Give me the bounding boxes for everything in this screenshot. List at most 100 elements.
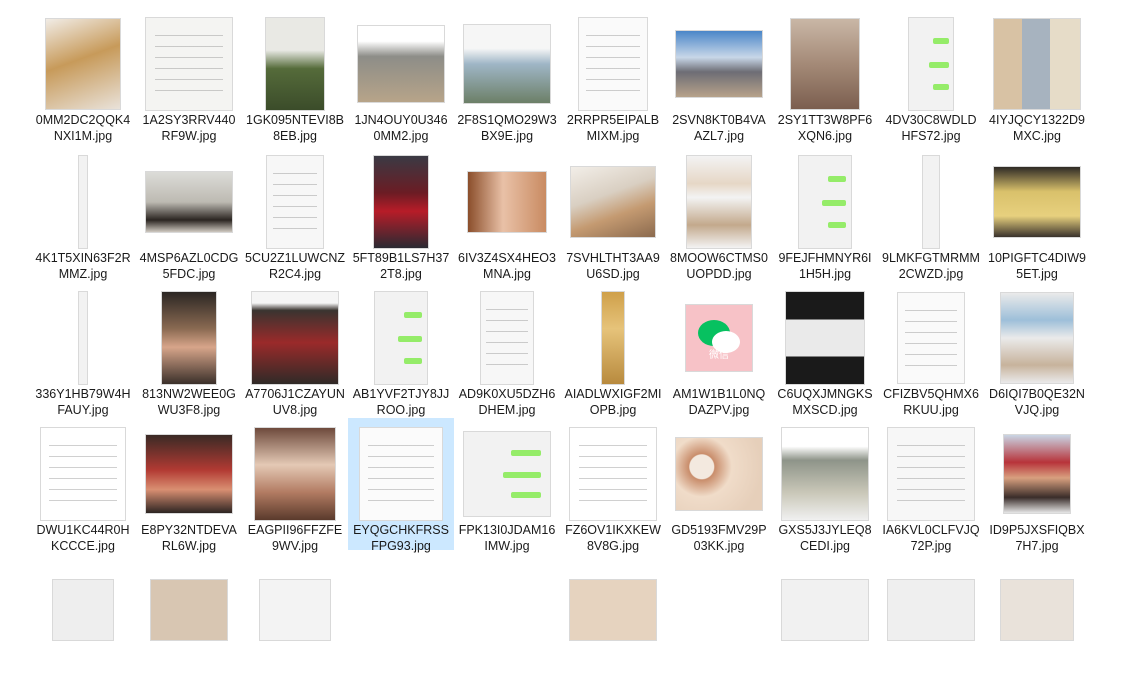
file-item[interactable] xyxy=(560,554,666,686)
image-preview xyxy=(579,18,647,110)
file-name: D6IQI7B0QE32NVJQ.jpg xyxy=(989,387,1085,417)
file-item[interactable]: 1GK095NTEVI8B8EB.jpg xyxy=(242,8,348,143)
file-item[interactable]: FZ6OV1IKXKEW8V8G.jpg xyxy=(560,418,666,553)
image-preview xyxy=(786,292,864,384)
file-name: GXS5J3JYLEQ8CEDI.jpg xyxy=(778,523,872,553)
file-item[interactable]: 6IV3Z4SX4HEO3MNA.jpg xyxy=(454,146,560,281)
file-name: DWU1KC44R0HKCCCE.jpg xyxy=(36,523,130,553)
file-item[interactable]: 1JN4OUY0U3460MM2.jpg xyxy=(348,8,454,143)
image-preview xyxy=(375,292,427,384)
file-item[interactable]: 2SVN8KT0B4VAAZL7.jpg xyxy=(666,8,772,143)
file-item[interactable]: 4DV30C8WDLDHFS72.jpg xyxy=(878,8,984,143)
file-item[interactable]: GD5193FMV29P03KK.jpg xyxy=(666,418,772,553)
file-item[interactable]: DWU1KC44R0HKCCCE.jpg xyxy=(30,418,136,553)
file-item[interactable]: 2F8S1QMO29W3BX9E.jpg xyxy=(454,8,560,143)
file-item[interactable]: D6IQI7B0QE32NVJQ.jpg xyxy=(984,282,1090,417)
image-preview xyxy=(570,580,656,640)
file-item[interactable]: AB1YVF2TJY8JJROO.jpg xyxy=(348,282,454,417)
file-name: 5FT89B1LS7H372T8.jpg xyxy=(352,251,450,281)
file-item[interactable]: 10PIGFTC4DIW95ET.jpg xyxy=(984,146,1090,281)
file-item[interactable]: 2SY1TT3W8PF6XQN6.jpg xyxy=(772,8,878,143)
image-preview xyxy=(571,167,655,237)
file-thumbnail xyxy=(772,426,878,522)
file-thumbnail xyxy=(666,426,772,522)
text-lines-preview xyxy=(368,439,434,509)
chat-bubble-preview xyxy=(403,358,422,364)
file-name: 2SY1TT3W8PF6XQN6.jpg xyxy=(777,113,873,143)
file-item[interactable]: 8MOOW6CTMS0UOPDD.jpg xyxy=(666,146,772,281)
text-lines-preview xyxy=(154,29,224,99)
file-item[interactable]: EYQGCHKFRSSFPG93.jpg xyxy=(348,418,454,553)
file-thumbnail xyxy=(30,16,136,112)
file-name: EAGPII96FFZFE9WV.jpg xyxy=(247,523,343,553)
file-item[interactable]: 微信 AM1W1B1L0NQDAZPV.jpg xyxy=(666,282,772,417)
file-item[interactable] xyxy=(242,554,348,686)
file-item[interactable]: 5FT89B1LS7H372T8.jpg xyxy=(348,146,454,281)
file-item[interactable]: 813NW2WEE0GWU3F8.jpg xyxy=(136,282,242,417)
chat-bubble-preview xyxy=(502,472,542,478)
file-thumbnail xyxy=(136,562,242,658)
image-preview xyxy=(46,19,120,109)
file-name: C6UQXJMNGKSMXSCD.jpg xyxy=(777,387,873,417)
file-item[interactable] xyxy=(772,554,878,686)
image-preview xyxy=(267,156,323,248)
file-item[interactable] xyxy=(30,554,136,686)
image-preview xyxy=(146,172,232,232)
image-preview xyxy=(464,25,550,103)
image-preview xyxy=(888,580,974,640)
file-item[interactable]: 9LMKFGTMRMM2CWZD.jpg xyxy=(878,146,984,281)
file-name: CFIZBV5QHMX6RKUU.jpg xyxy=(883,387,979,417)
image-preview xyxy=(676,438,762,510)
file-item[interactable]: CFIZBV5QHMX6RKUU.jpg xyxy=(878,282,984,417)
file-thumbnail xyxy=(878,154,984,250)
file-item[interactable]: 9FEJFHMNYR6I1H5H.jpg xyxy=(772,146,878,281)
file-item[interactable] xyxy=(878,554,984,686)
file-thumbnail xyxy=(136,426,242,522)
file-thumbnail xyxy=(136,290,242,386)
file-item[interactable]: 4K1T5XIN63F2RMMZ.jpg xyxy=(30,146,136,281)
file-thumbnail xyxy=(242,562,348,658)
chat-bubble-preview xyxy=(827,176,846,182)
file-thumbnail xyxy=(454,290,560,386)
file-item[interactable]: AD9K0XU5DZH6DHEM.jpg xyxy=(454,282,560,417)
file-item[interactable]: E8PY32NTDEVARL6W.jpg xyxy=(136,418,242,553)
file-item[interactable] xyxy=(984,554,1090,686)
image-preview xyxy=(260,580,330,640)
image-preview xyxy=(266,18,324,110)
image-preview xyxy=(994,167,1080,237)
image-preview xyxy=(79,156,87,248)
file-item[interactable] xyxy=(136,554,242,686)
file-item[interactable]: 5CU2Z1LUWCNZR2C4.jpg xyxy=(242,146,348,281)
file-thumbnail xyxy=(242,426,348,522)
file-item[interactable]: 336Y1HB79W4HFAUY.jpg xyxy=(30,282,136,417)
file-name: 5CU2Z1LUWCNZR2C4.jpg xyxy=(245,251,346,281)
file-name: ID9P5JXSFIQBX7H7.jpg xyxy=(989,523,1085,553)
chat-bubble-preview xyxy=(511,450,542,456)
file-item[interactable]: IA6KVL0CLFVJQ72P.jpg xyxy=(878,418,984,553)
file-item[interactable]: C6UQXJMNGKSMXSCD.jpg xyxy=(772,282,878,417)
file-name: 1A2SY3RRV440RF9W.jpg xyxy=(142,113,236,143)
file-item[interactable]: 4IYJQCY1322D9MXC.jpg xyxy=(984,8,1090,143)
file-thumbnail xyxy=(878,16,984,112)
file-item[interactable]: 7SVHLTHT3AA9U6SD.jpg xyxy=(560,146,666,281)
file-thumbnail xyxy=(136,154,242,250)
file-item[interactable]: 2RRPR5EIPALBMIXM.jpg xyxy=(560,8,666,143)
chat-bubble-preview xyxy=(933,84,949,90)
file-name: GD5193FMV29P03KK.jpg xyxy=(671,523,767,553)
file-item[interactable]: GXS5J3JYLEQ8CEDI.jpg xyxy=(772,418,878,553)
wechat-label: 微信 xyxy=(709,350,729,361)
text-lines-preview xyxy=(49,439,117,509)
file-thumbnail xyxy=(560,562,666,658)
file-item[interactable]: 4MSP6AZL0CDG5FDC.jpg xyxy=(136,146,242,281)
file-item[interactable]: FPK13I0JDAM16IMW.jpg xyxy=(454,418,560,553)
file-item[interactable]: A7706J1CZAYUNUV8.jpg xyxy=(242,282,348,417)
file-thumbnail xyxy=(772,16,878,112)
image-preview xyxy=(151,580,227,640)
text-lines-preview xyxy=(272,167,318,237)
file-item[interactable]: EAGPII96FFZFE9WV.jpg xyxy=(242,418,348,553)
file-item[interactable]: 1A2SY3RRV440RF9W.jpg xyxy=(136,8,242,143)
file-thumbnail xyxy=(348,290,454,386)
file-item[interactable]: ID9P5JXSFIQBX7H7.jpg xyxy=(984,418,1090,553)
file-item[interactable]: AIADLWXIGF2MIOPB.jpg xyxy=(560,282,666,417)
file-item[interactable]: 0MM2DC2QQK4NXI1M.jpg xyxy=(30,8,136,143)
